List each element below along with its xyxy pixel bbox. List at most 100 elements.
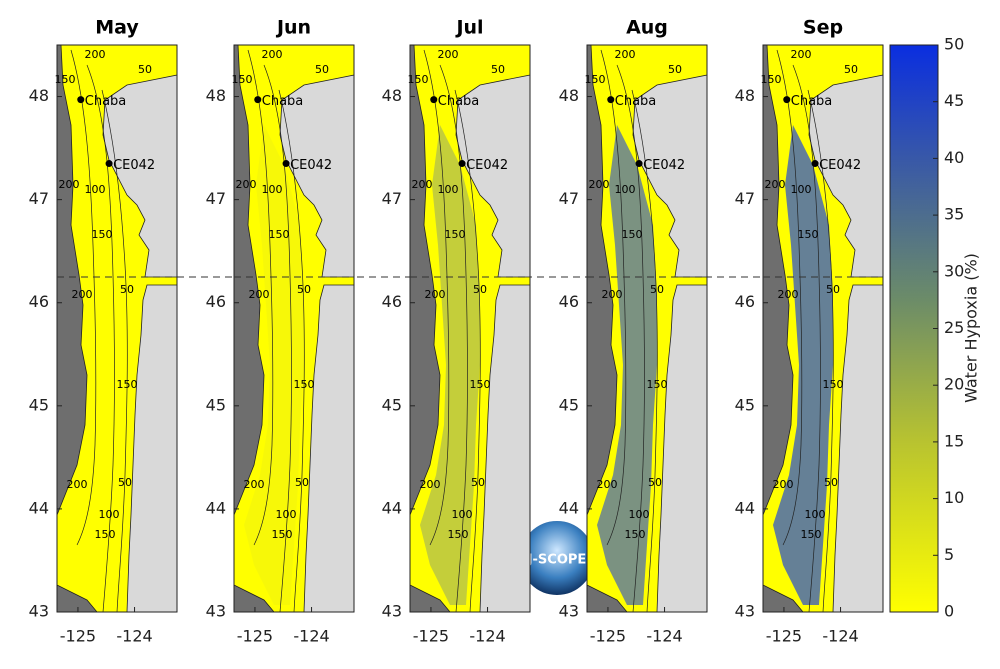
contour [807,89,834,613]
panel-title: Sep [803,17,843,39]
shelf [233,44,355,613]
station-label: CE042 [819,158,861,173]
panel-frame [762,44,884,613]
contour-label: 150 [448,528,469,541]
ocean [587,45,627,612]
contour-label: 150 [625,528,646,541]
contour [600,49,627,546]
y-tick-label: 46 [382,292,402,311]
contour-label: 200 [602,288,623,301]
map-body: 200 150 50 200 100 150 200 50 150 200 50 100 150 [761,44,884,613]
colorbar-tick-label: 5 [944,545,954,564]
contour-label: 100 [438,183,459,196]
y-tick-label: 45 [559,395,579,414]
contour-label: 200 [85,48,106,61]
contour-label: 50 [120,283,134,296]
contour-label: 150 [92,228,113,241]
panel-title: Jul [454,17,483,39]
contour-label: 150 [95,528,116,541]
contour-label: 150 [801,528,822,541]
contour-label: 150 [117,378,138,391]
station-label: CE042 [113,158,155,173]
contour-label: 200 [59,178,80,191]
y-tick-label: 46 [29,292,49,311]
contour-label: 50 [826,283,840,296]
contour-label: 150 [445,228,466,241]
y-tick-label: 44 [559,498,579,517]
contour [776,49,803,546]
contour [439,64,468,613]
y-tick-label: 43 [29,602,49,621]
station-label: Chaba [615,94,657,109]
contour-label: 150 [798,228,819,241]
contour-label: 100 [99,508,120,521]
panel-frame [233,44,355,613]
station [105,160,113,168]
map-body: 200 150 50 200 100 150 200 50 150 200 50 100 150 [408,44,531,613]
contour-label: 200 [244,478,265,491]
colorbar-label: Water Hypoxia (%) [962,253,981,403]
contour-label: 100 [85,183,106,196]
contour-label: 100 [276,508,297,521]
x-tick-label: -125 [413,627,449,646]
x-tick-label: -124 [646,627,682,646]
contour-label: 50 [650,283,664,296]
contour-label: 150 [294,378,315,391]
contour-label: 50 [138,63,152,76]
contour-label: 100 [791,183,812,196]
panel-title: Jun [275,17,311,39]
contour-label: 200 [236,178,257,191]
contour [86,64,115,613]
x-tick-label: -125 [766,627,802,646]
colorbar-tick-label: 0 [944,602,954,621]
station-label: Chaba [85,94,127,109]
map-panel: 200 150 50 200 100 150 200 50 150 200 50 100 150 Chab… [206,17,355,646]
y-tick-label: 48 [559,86,579,105]
shelf [56,44,178,613]
logo: J-SCOPE [518,519,596,597]
contour-label: 50 [471,476,485,489]
y-tick-label: 45 [206,395,226,414]
station-label: Chaba [262,94,304,109]
contour-label: 100 [805,508,826,521]
contour-label: 200 [72,288,93,301]
y-tick-label: 45 [29,395,49,414]
y-tick-label: 47 [735,189,755,208]
contour [70,49,97,546]
y-tick-label: 46 [206,292,226,311]
colorbar-tick-label: 20 [944,375,964,394]
ocean [234,45,274,612]
contour-label: 100 [629,508,650,521]
contour-label: 100 [452,508,473,521]
x-tick-label: -124 [469,627,505,646]
panel-title: May [95,17,139,39]
panel-frame [586,44,708,613]
y-tick-label: 48 [206,86,226,105]
station [282,160,290,168]
contour-label: 200 [412,178,433,191]
contour-label: 200 [589,178,610,191]
x-tick-label: -124 [116,627,152,646]
panel-frame [409,44,531,613]
contour-label: 50 [668,63,682,76]
contour-label: 50 [648,476,662,489]
station [783,96,791,104]
y-tick-label: 43 [382,602,402,621]
contour-label: 200 [438,48,459,61]
map-body: 200 150 50 200 100 150 200 50 150 200 50 100 150 [55,44,178,613]
colorbar-tick-label: 10 [944,488,964,507]
shelf [409,44,531,613]
station-label: CE042 [466,158,508,173]
contour [792,64,821,613]
contour-label: 200 [262,48,283,61]
y-tick-label: 44 [382,498,402,517]
station [635,160,643,168]
y-tick-label: 48 [382,86,402,105]
station [430,96,438,104]
contour-label: 150 [272,528,293,541]
y-tick-label: 47 [206,189,226,208]
y-tick-label: 43 [206,602,226,621]
map-panel: 200 150 50 200 100 150 200 50 150 200 50 100 150 Chab… [735,17,884,646]
map-body: 200 150 50 200 100 150 200 50 150 200 50 100 150 [232,44,355,613]
